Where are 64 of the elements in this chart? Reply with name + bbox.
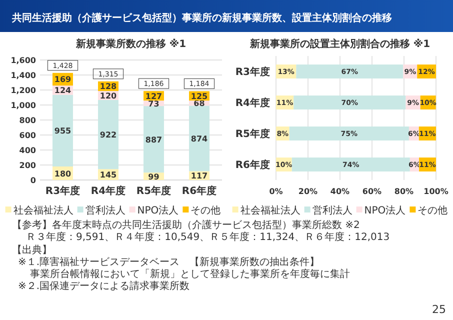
data-label: 887 (145, 135, 162, 144)
legend-label: その他 (190, 204, 221, 216)
bar (189, 106, 210, 172)
chart-title: 新規事業所数の推移 ※1 (74, 38, 186, 50)
bar (296, 64, 404, 78)
y-tick-label: 1,000 (10, 101, 36, 110)
data-label: 125 (190, 92, 208, 101)
x-tick-label: 0% (269, 187, 283, 196)
x-tick-label: R6年度 (182, 185, 217, 197)
legend-label: 営利法人 (85, 204, 126, 216)
text: 【参考】各年度末時点の共同生活援助（介護サービス包括型）事業所総数 ※2 (12, 219, 360, 231)
bar (292, 158, 410, 172)
data-label: 169 (54, 75, 72, 84)
bar (98, 100, 118, 170)
legend-label: 社会福祉法人 (13, 204, 74, 216)
data-label: 922 (100, 130, 117, 140)
bar (52, 94, 73, 166)
data-label: 124 (54, 86, 72, 96)
y-tick-label: 1,600 (10, 56, 36, 65)
text: 【出典】 (12, 244, 52, 256)
data-label: 68 (194, 99, 206, 108)
y-tick-label: R6年度 (235, 159, 270, 171)
data-label: 127 (145, 92, 162, 101)
y-tick-label: R3年度 (235, 66, 270, 78)
y-tick-label: 0 (30, 176, 36, 185)
text: ※１.障害福祉サービスデータベース 【新規事業所数の抽出条件】事業所台帳情報において「新規」として登録した事業所を年度毎に集計 (18, 256, 350, 280)
y-tick-label: R4年度 (235, 97, 270, 109)
chart-title: 新規事業所の設置主体別割合の推移 ※1 (248, 38, 430, 50)
y-tick-label: 600 (19, 131, 36, 140)
data-label: 145 (100, 170, 118, 180)
bar (289, 126, 409, 140)
y-tick-label: 800 (19, 116, 36, 125)
data-label: 73 (148, 99, 160, 108)
y-tick-label: 1,400 (10, 71, 36, 80)
y-tick-label: 200 (19, 161, 36, 170)
legend-label: 営利法人 (312, 204, 352, 216)
text: 共同生活援助（介護サービス包括型）事業所の新規事業所数、設置主体別割合の推移 (11, 12, 392, 24)
legend-label: その他 (418, 204, 448, 216)
x-tick-label: 100% (424, 187, 448, 196)
text: ※２.国保連データによる請求事業所数 (18, 280, 190, 292)
data-label: 99 (148, 172, 160, 182)
legend-label: NPO法人 (137, 204, 179, 216)
text: Ｒ３年度：9,591、Ｒ４年度：10,549、Ｒ５年度：11,324、Ｒ６年度：12,013 (26, 231, 390, 243)
x-tick-label: R3年度 (45, 185, 80, 197)
x-tick-label: R4年度 (90, 185, 126, 197)
legend-label: 社会福祉法人 (240, 204, 300, 216)
x-tick-label: 80% (394, 187, 414, 196)
legend-label: NPO法人 (364, 204, 406, 216)
y-tick-label: R5年度 (235, 128, 270, 140)
data-label: 128 (100, 82, 118, 92)
bar (294, 96, 406, 110)
y-tick-label: 1,200 (10, 86, 36, 95)
data-label: 117 (190, 172, 208, 181)
x-tick-label: R5年度 (136, 185, 172, 197)
data-label: 874 (190, 134, 208, 144)
data-label: 120 (100, 91, 118, 100)
x-tick-label: 20% (298, 187, 318, 196)
y-tick-label: 400 (19, 146, 36, 155)
x-tick-label: 60% (362, 187, 382, 196)
text: 25 (432, 303, 446, 316)
data-label: 955 (54, 126, 72, 136)
x-tick-label: 40% (330, 187, 350, 196)
data-label: 180 (54, 169, 72, 178)
bar (144, 106, 164, 173)
